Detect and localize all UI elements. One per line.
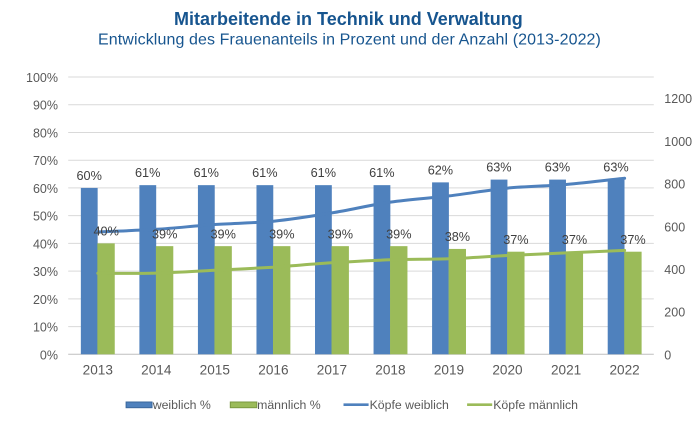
svg-text:61%: 61% (311, 166, 336, 180)
svg-text:2021: 2021 (551, 363, 581, 378)
svg-text:2017: 2017 (317, 363, 347, 378)
svg-text:400: 400 (664, 263, 685, 277)
svg-text:2018: 2018 (375, 363, 405, 378)
svg-text:90%: 90% (33, 99, 58, 113)
svg-text:0: 0 (664, 348, 671, 362)
svg-text:30%: 30% (33, 265, 58, 279)
svg-text:0%: 0% (40, 348, 58, 362)
svg-text:70%: 70% (33, 154, 58, 168)
svg-text:20%: 20% (33, 293, 58, 307)
svg-text:Mitarbeitende in Technik und V: Mitarbeitende in Technik und Verwaltung (174, 9, 523, 29)
svg-text:63%: 63% (603, 161, 628, 175)
svg-text:39%: 39% (210, 227, 235, 241)
svg-text:63%: 63% (545, 161, 570, 175)
svg-text:61%: 61% (369, 166, 394, 180)
svg-text:600: 600 (664, 220, 685, 234)
svg-text:80%: 80% (33, 127, 58, 141)
svg-text:39%: 39% (386, 227, 411, 241)
svg-text:61%: 61% (135, 166, 160, 180)
svg-text:60%: 60% (76, 169, 101, 183)
svg-text:40%: 40% (33, 237, 58, 251)
svg-text:39%: 39% (269, 227, 294, 241)
svg-text:2022: 2022 (609, 363, 639, 378)
svg-text:1000: 1000 (664, 135, 692, 149)
svg-text:50%: 50% (33, 210, 58, 224)
svg-text:37%: 37% (503, 233, 528, 247)
svg-text:2014: 2014 (141, 363, 172, 378)
svg-text:weiblich %: weiblich % (152, 398, 211, 412)
svg-text:2019: 2019 (434, 363, 464, 378)
svg-text:10%: 10% (33, 321, 58, 335)
svg-text:39%: 39% (328, 227, 353, 241)
svg-text:2015: 2015 (200, 363, 230, 378)
svg-text:63%: 63% (486, 161, 511, 175)
svg-text:2020: 2020 (492, 363, 523, 378)
svg-text:Entwicklung des Frauenanteils: Entwicklung des Frauenanteils in Prozent… (98, 31, 601, 48)
svg-text:37%: 37% (562, 233, 587, 247)
svg-text:61%: 61% (252, 166, 277, 180)
svg-text:40%: 40% (93, 225, 118, 239)
svg-text:62%: 62% (428, 164, 453, 178)
svg-text:100%: 100% (26, 71, 58, 85)
svg-text:männlich %: männlich % (257, 398, 321, 412)
svg-text:Köpfe weiblich: Köpfe weiblich (370, 398, 449, 412)
svg-text:Köpfe männlich: Köpfe männlich (493, 398, 578, 412)
svg-text:60%: 60% (33, 182, 58, 196)
svg-text:38%: 38% (445, 230, 470, 244)
svg-text:2016: 2016 (258, 363, 288, 378)
svg-text:37%: 37% (620, 233, 645, 247)
svg-text:61%: 61% (193, 166, 218, 180)
svg-text:1200: 1200 (664, 92, 692, 106)
svg-text:800: 800 (664, 178, 685, 192)
svg-text:200: 200 (664, 306, 685, 320)
svg-text:2013: 2013 (83, 363, 113, 378)
svg-text:39%: 39% (152, 227, 177, 241)
